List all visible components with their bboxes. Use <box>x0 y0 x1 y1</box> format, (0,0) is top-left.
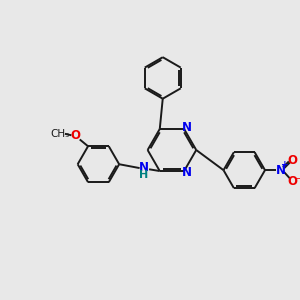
Text: O: O <box>288 175 298 188</box>
Text: ⁻: ⁻ <box>295 176 300 186</box>
Text: N: N <box>182 166 191 179</box>
Text: O: O <box>288 154 298 167</box>
Text: N: N <box>275 164 285 177</box>
Text: N: N <box>140 161 149 174</box>
Text: N: N <box>182 121 191 134</box>
Text: +: + <box>281 160 288 169</box>
Text: CH₃: CH₃ <box>50 128 70 139</box>
Text: H: H <box>139 169 148 180</box>
Text: O: O <box>70 129 81 142</box>
